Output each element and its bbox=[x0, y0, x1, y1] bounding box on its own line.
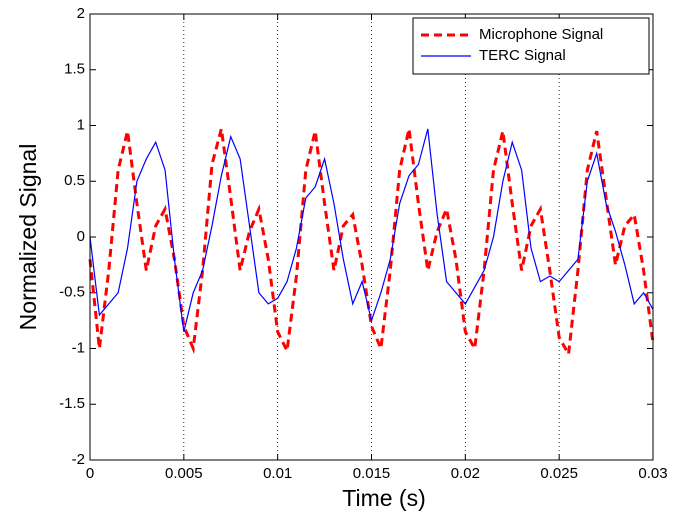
y-axis-label: Normalized Signal bbox=[15, 144, 41, 331]
series-line bbox=[89, 128, 654, 332]
x-axis-label: Time (s) bbox=[342, 485, 425, 511]
plot-frame bbox=[89, 13, 654, 461]
legend-label: Microphone Signal bbox=[479, 26, 603, 43]
x-tick-label: 0 bbox=[86, 465, 94, 482]
x-tick-label: 0.005 bbox=[165, 465, 203, 482]
y-tick-label: 1 bbox=[77, 116, 85, 133]
legend-label: TERC Signal bbox=[479, 47, 566, 64]
x-tick-label: 0.02 bbox=[451, 465, 480, 482]
y-tick-label: -0.5 bbox=[59, 284, 85, 301]
y-tick-label: -1 bbox=[72, 339, 85, 356]
x-tick-label: 0.025 bbox=[540, 465, 578, 482]
y-tick-label: 1.5 bbox=[64, 61, 85, 78]
y-tick-label: -1.5 bbox=[59, 395, 85, 412]
x-tick-label: 0.03 bbox=[638, 465, 667, 482]
y-tick-label: 0.5 bbox=[64, 172, 85, 189]
y-tick-label: 2 bbox=[77, 5, 85, 22]
x-tick-label: 0.015 bbox=[353, 465, 391, 482]
legend-box bbox=[412, 17, 650, 75]
y-tick-label: -2 bbox=[72, 451, 85, 468]
y-tick-label: 0 bbox=[77, 228, 85, 245]
x-tick-label: 0.01 bbox=[263, 465, 292, 482]
series-line bbox=[88, 128, 655, 359]
plot-area bbox=[90, 14, 653, 460]
